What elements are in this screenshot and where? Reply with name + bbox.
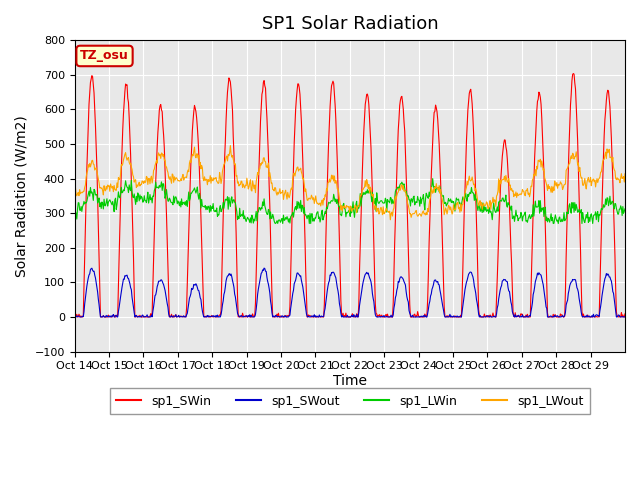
sp1_SWout	[136, 314, 143, 320]
X-axis label: Time: Time	[333, 374, 367, 388]
sp1_SWin	[264, 152, 272, 157]
Legend: sp1_SWin, sp1_SWout, sp1_LWin, sp1_LWout: sp1_SWin, sp1_SWout, sp1_LWin, sp1_LWout	[109, 388, 590, 414]
Y-axis label: Solar Radiation (W/m2): Solar Radiation (W/m2)	[15, 115, 29, 276]
sp1_SWout	[438, 299, 446, 304]
sp1_LWout	[621, 171, 629, 177]
sp1_LWout	[439, 199, 447, 205]
sp1_SWin	[136, 312, 144, 318]
sp1_LWin	[237, 214, 244, 219]
sp1_LWout	[285, 195, 293, 201]
sp1_SWout	[264, 281, 272, 287]
Text: TZ_osu: TZ_osu	[80, 49, 129, 62]
sp1_SWin	[285, 313, 293, 319]
sp1_SWin	[71, 313, 79, 319]
sp1_LWout	[71, 187, 79, 193]
sp1_LWin	[285, 216, 293, 221]
sp1_LWin	[439, 193, 447, 199]
sp1_SWout	[71, 314, 79, 320]
sp1_LWin	[429, 176, 436, 181]
sp1_SWout	[260, 265, 268, 271]
sp1_SWin	[72, 314, 79, 320]
sp1_SWout	[621, 314, 629, 320]
sp1_SWin	[438, 225, 446, 231]
sp1_SWout	[407, 314, 415, 320]
Line: sp1_SWin: sp1_SWin	[75, 73, 625, 317]
sp1_SWin	[407, 314, 415, 320]
sp1_LWin	[71, 205, 79, 211]
sp1_SWout	[237, 313, 244, 319]
sp1_LWout	[227, 143, 234, 148]
sp1_SWin	[621, 311, 629, 317]
Line: sp1_LWin: sp1_LWin	[75, 179, 625, 224]
sp1_SWin	[237, 314, 245, 320]
sp1_LWin	[621, 206, 629, 212]
sp1_LWin	[272, 221, 280, 227]
sp1_LWin	[264, 212, 271, 217]
Line: sp1_LWout: sp1_LWout	[75, 145, 625, 220]
sp1_LWout	[136, 180, 143, 185]
sp1_LWout	[387, 217, 394, 223]
sp1_LWout	[237, 178, 245, 184]
sp1_LWout	[264, 160, 272, 166]
sp1_LWin	[136, 198, 143, 204]
Title: SP1 Solar Radiation: SP1 Solar Radiation	[262, 15, 438, 33]
sp1_SWout	[285, 313, 293, 319]
sp1_SWin	[570, 71, 577, 76]
sp1_LWin	[407, 196, 415, 202]
sp1_LWout	[408, 212, 416, 217]
Line: sp1_SWout: sp1_SWout	[75, 268, 625, 317]
